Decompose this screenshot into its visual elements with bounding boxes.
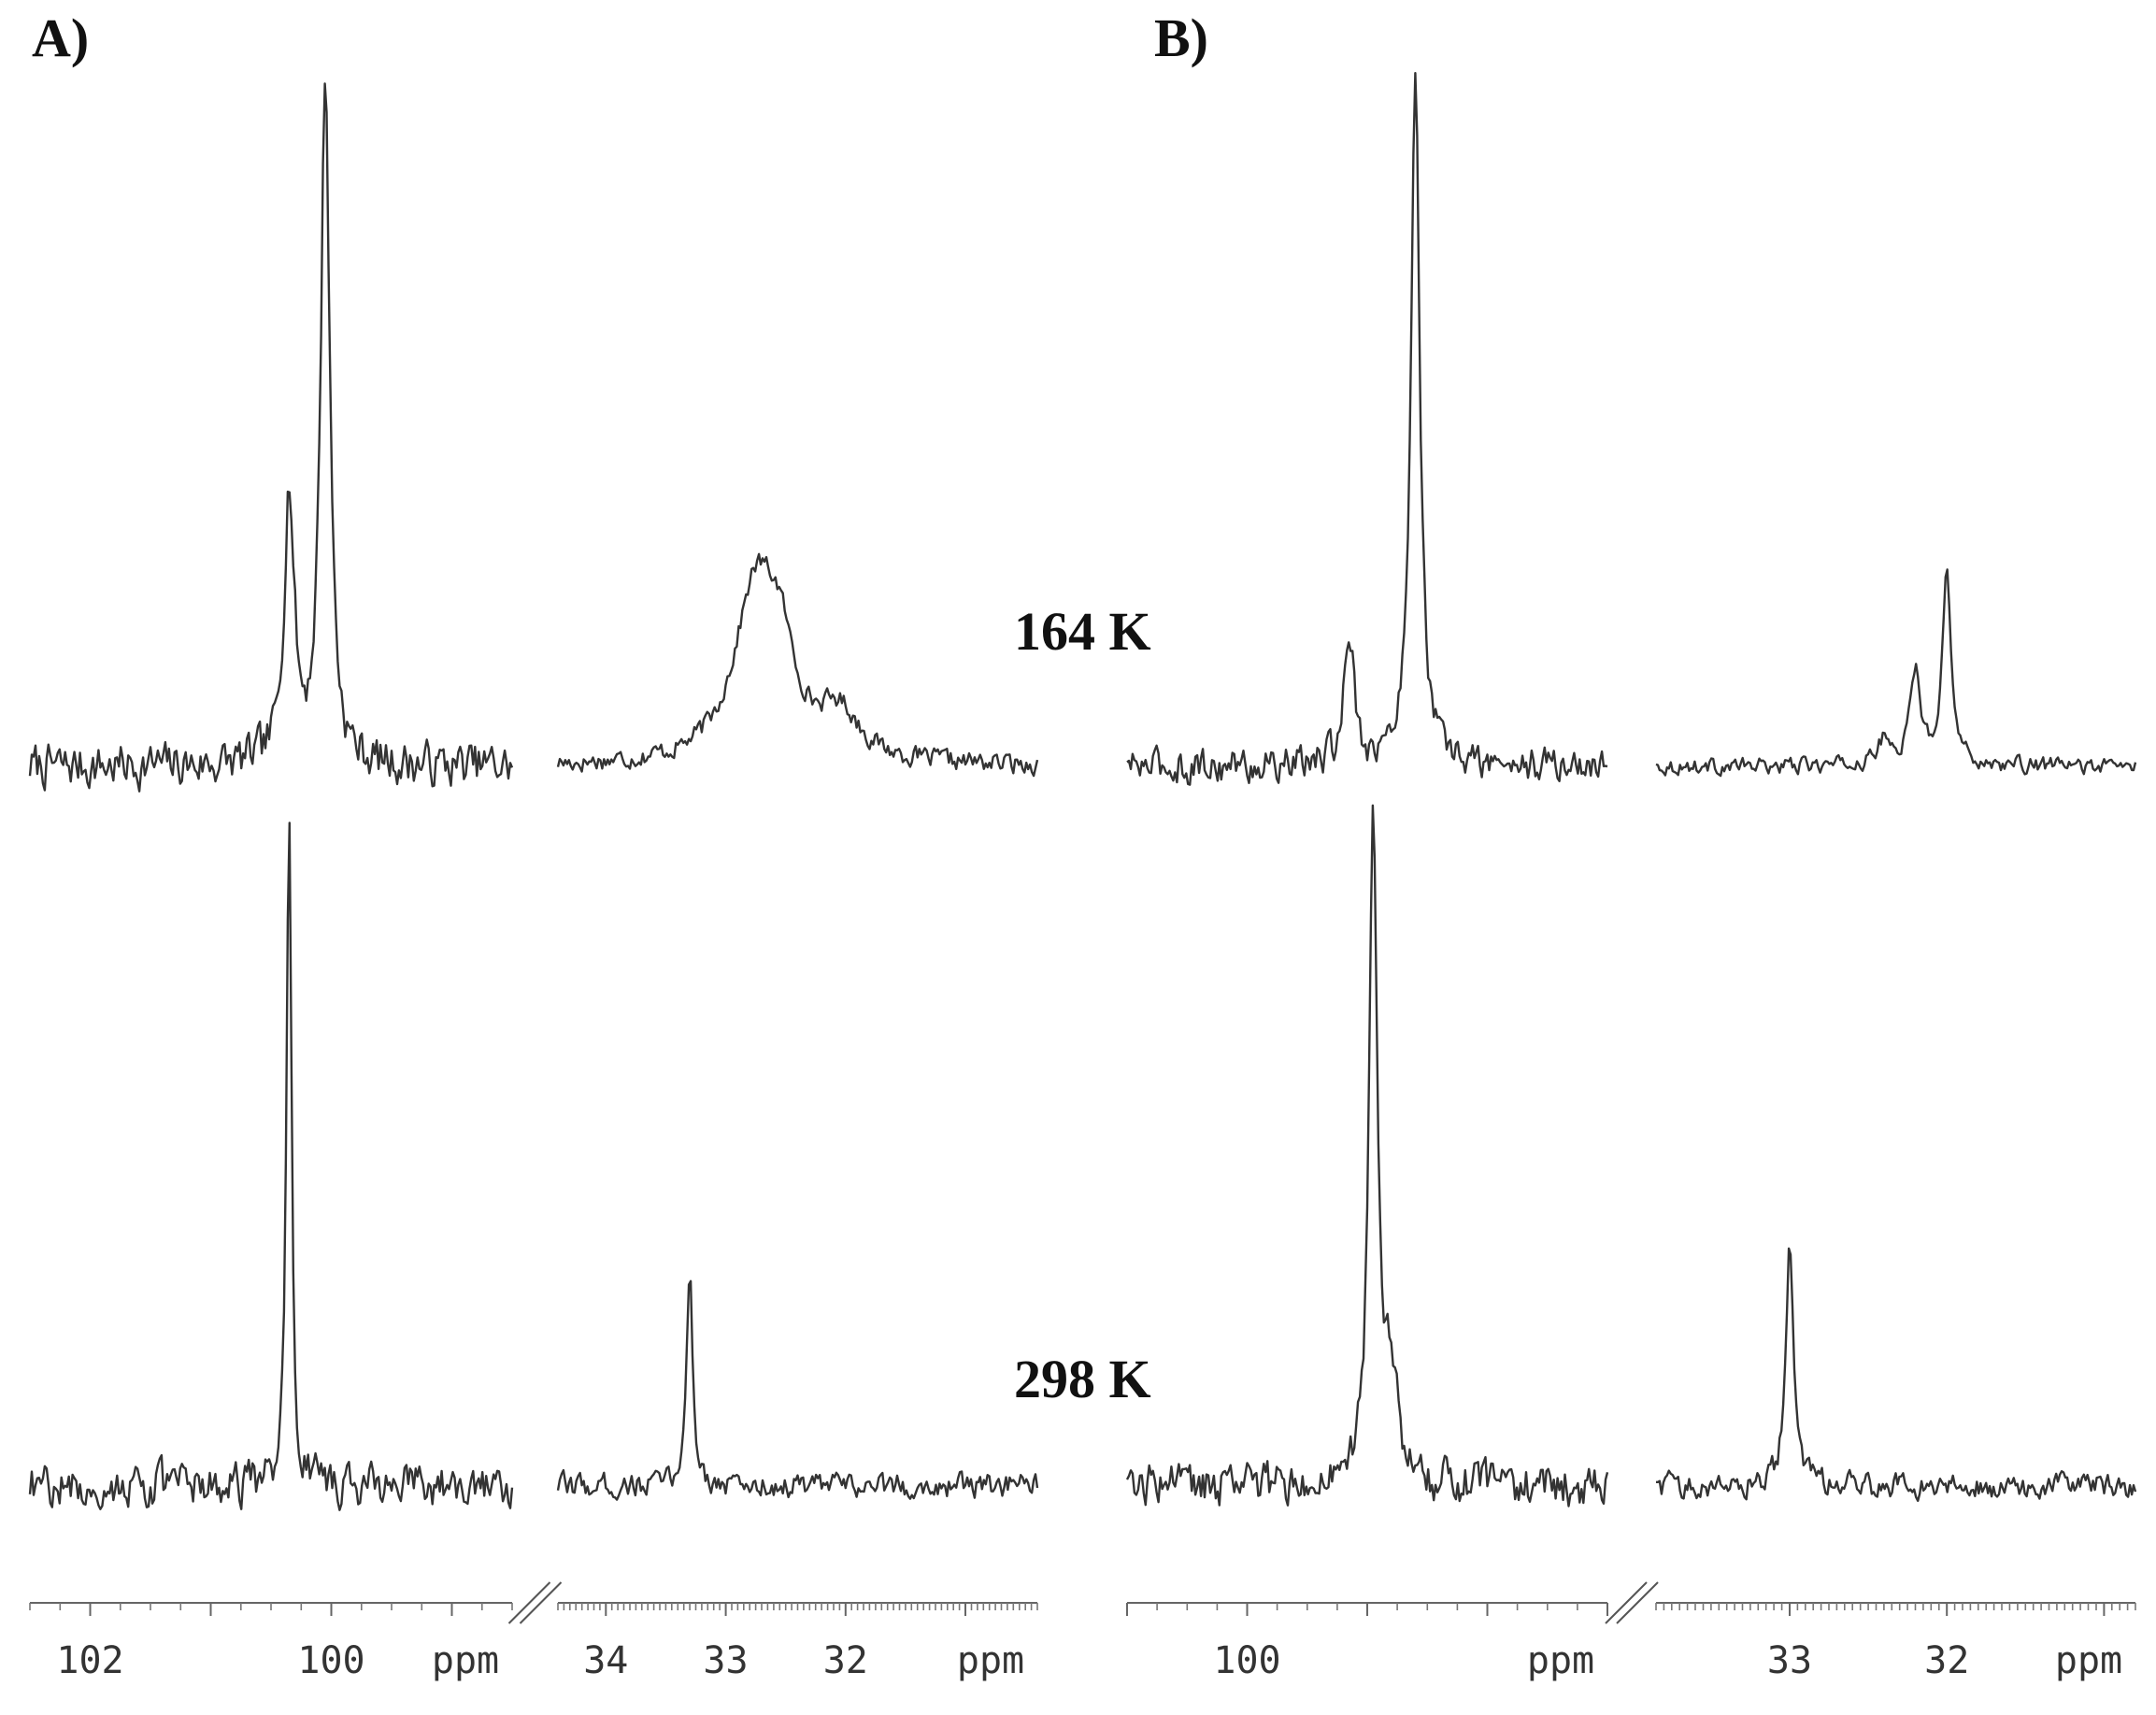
spectrum-trace-panel-a-164k-seg2 [556, 552, 1039, 778]
spectrum-trace-panel-b-298k-seg1 [1125, 804, 1609, 1508]
axis-unit-label: ppm [957, 1639, 1024, 1682]
spectra-group [28, 71, 2137, 1511]
temperature-label-164k: 164 K [1014, 601, 1151, 662]
spectrum-trace-panel-b-164k-seg1 [1126, 71, 1608, 786]
axis-break-mark [1605, 1581, 1648, 1624]
tick-label: 100 [1213, 1639, 1280, 1682]
spectrum-trace-panel-b-164k-seg2 [1655, 568, 2137, 778]
axes-group: 102 100 ppm 34 33 32 ppm 100 ppm 33 32 ppm [29, 1581, 2136, 1682]
tick-label: 32 [823, 1639, 868, 1682]
panel-a-label: A) [32, 7, 89, 68]
panel-b-label: B) [1154, 7, 1208, 68]
spectrum-trace-panel-a-298k-seg1 [28, 822, 514, 1511]
temperature-label-298k: 298 K [1014, 1349, 1151, 1409]
tick-label: 34 [583, 1639, 628, 1682]
axis-unit-label: ppm [2055, 1639, 2122, 1682]
spectrum-trace-panel-a-298k-seg2 [556, 1279, 1039, 1501]
spectrum-trace-panel-a-164k-seg1 [28, 82, 514, 793]
tick-label: 32 [1924, 1639, 1969, 1682]
tick-label: 33 [1767, 1639, 1812, 1682]
axis-break-mark [1616, 1581, 1659, 1624]
tick-label: 33 [703, 1639, 748, 1682]
axis-unit-label: ppm [432, 1639, 499, 1682]
axis-break-mark [507, 1581, 551, 1624]
tick-label: 100 [297, 1639, 364, 1682]
axis-unit-label: ppm [1527, 1639, 1594, 1682]
tick-label: 102 [56, 1639, 123, 1682]
spectrum-trace-panel-b-298k-seg2 [1656, 1247, 2137, 1503]
axis-break-mark [519, 1581, 563, 1624]
